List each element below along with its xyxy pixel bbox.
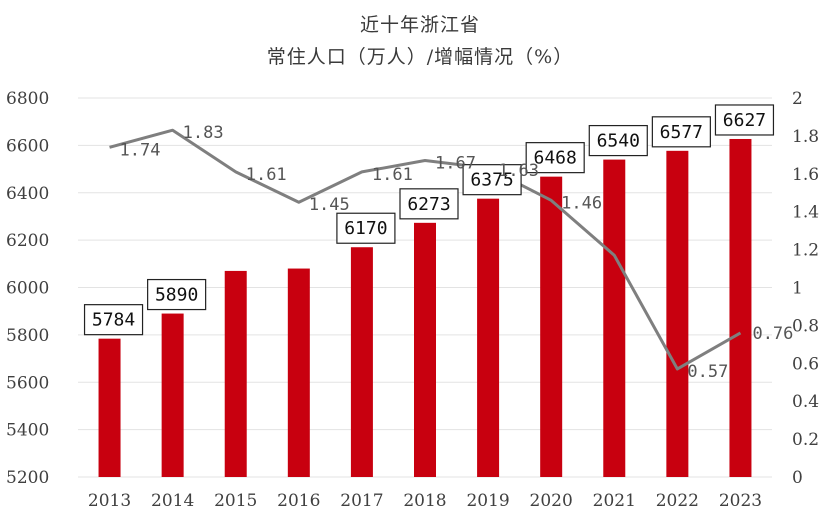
chart-title: 近十年浙江省 (359, 14, 480, 36)
x-axis-tick-label: 2014 (151, 491, 194, 511)
left-axis-tick-label: 6400 (6, 184, 49, 204)
chart-subtitle: 常住人口（万人）/增幅情况（%） (266, 46, 574, 68)
bar-data-label: 6468 (534, 148, 577, 169)
left-axis-tick-label: 5400 (6, 421, 49, 441)
bar (540, 176, 563, 477)
bar-data-label: 5784 (92, 310, 135, 331)
left-axis-ticks: 5200 5400 5600 5800 6000 6200 6400 6600 6800 (6, 89, 49, 488)
right-axis-ticks: 0 0.2 0.4 0.6 0.8 1 1.2 1.4 1.6 1.8 2 (792, 89, 819, 488)
right-axis-tick-label: 0.6 (792, 354, 819, 374)
right-axis-tick-label: 0.4 (792, 392, 819, 412)
left-axis-tick-label: 5200 (6, 468, 49, 488)
right-axis-tick-label: 1.2 (792, 241, 819, 261)
x-axis-tick-label: 2023 (719, 491, 762, 511)
bar-label-box (336, 212, 396, 244)
x-axis-tick-label: 2018 (403, 491, 446, 511)
line-data-label: 0.76 (752, 324, 793, 344)
right-axis-tick-label: 1.8 (792, 127, 819, 147)
line-data-label: 1.61 (372, 165, 413, 185)
x-axis-ticks: 2013 2014 2015 2016 2017 2018 2019 2020 2021 2022… (88, 491, 762, 511)
right-axis-tick-label: 1.4 (792, 203, 819, 223)
bar-data-label: 6577 (660, 122, 703, 143)
x-axis-tick-label: 2013 (88, 491, 131, 511)
bar (98, 338, 121, 477)
line-data-label: 1.46 (561, 193, 602, 213)
left-axis-tick-label: 6200 (6, 231, 49, 251)
x-axis-tick-label: 2020 (530, 491, 573, 511)
bar-data-label: 6540 (597, 131, 640, 152)
right-axis-tick-label: 2 (792, 89, 803, 109)
bar-label-box (588, 124, 648, 157)
line-data-label: 1.74 (120, 140, 161, 160)
bar-label-box (399, 188, 459, 220)
bar-label-box (83, 304, 144, 336)
bar-data-label: 5890 (155, 285, 198, 306)
bar-label-box (462, 164, 522, 196)
bar-label-box (525, 142, 585, 174)
line-data-labels: 1.74 1.83 1.61 1.45 1.61 1.67 1.63 1.46 0.57 0.76 (120, 123, 794, 382)
bar-label-box (147, 278, 207, 311)
left-axis-tick-label: 5600 (6, 373, 49, 393)
left-axis-tick-label: 6600 (6, 136, 49, 156)
growth-line (109, 128, 742, 371)
bar-data-label: 6627 (723, 110, 766, 131)
left-axis-tick-label: 6000 (6, 279, 49, 299)
left-axis-tick-label: 6800 (6, 89, 49, 109)
bar-data-label: 6273 (407, 194, 450, 215)
line-data-label: 0.57 (687, 362, 728, 382)
line-data-label: 1.63 (498, 161, 539, 181)
bar (224, 270, 247, 477)
right-axis-tick-label: 0.2 (792, 430, 819, 450)
bar-data-label: 6375 (470, 170, 513, 191)
bar (603, 159, 626, 477)
x-axis-tick-label: 2015 (214, 491, 257, 511)
x-axis-tick-label: 2022 (656, 491, 699, 511)
right-axis-tick-label: 0.8 (792, 316, 819, 336)
bar (729, 138, 752, 477)
bar-data-labels: 5784 5890 6170 6273 6375 6468 6540 6577 6627 (83, 104, 775, 336)
bar (477, 198, 500, 477)
bar (350, 247, 373, 477)
bar (161, 313, 184, 477)
line-series (109, 128, 742, 371)
x-axis-tick-label: 2016 (277, 491, 320, 511)
bar-label-box (651, 116, 711, 148)
line-data-label: 1.83 (183, 123, 224, 143)
bar (666, 150, 689, 477)
right-axis-tick-label: 1.6 (792, 165, 819, 185)
bar (287, 268, 310, 477)
line-data-label: 1.61 (246, 165, 287, 185)
line-data-label: 1.45 (309, 195, 350, 215)
bar-series (98, 138, 752, 477)
bar-label-box (714, 104, 775, 136)
left-axis-tick-label: 5800 (6, 326, 49, 346)
x-axis-tick-label: 2019 (466, 491, 509, 511)
right-axis-tick-label: 0 (792, 468, 803, 488)
line-data-label: 1.67 (435, 154, 476, 174)
bar-data-label: 6170 (344, 218, 387, 239)
right-axis-tick-label: 1 (792, 279, 803, 299)
bar (414, 222, 436, 477)
x-axis-tick-label: 2017 (340, 491, 383, 511)
x-axis-tick-label: 2021 (593, 491, 636, 511)
